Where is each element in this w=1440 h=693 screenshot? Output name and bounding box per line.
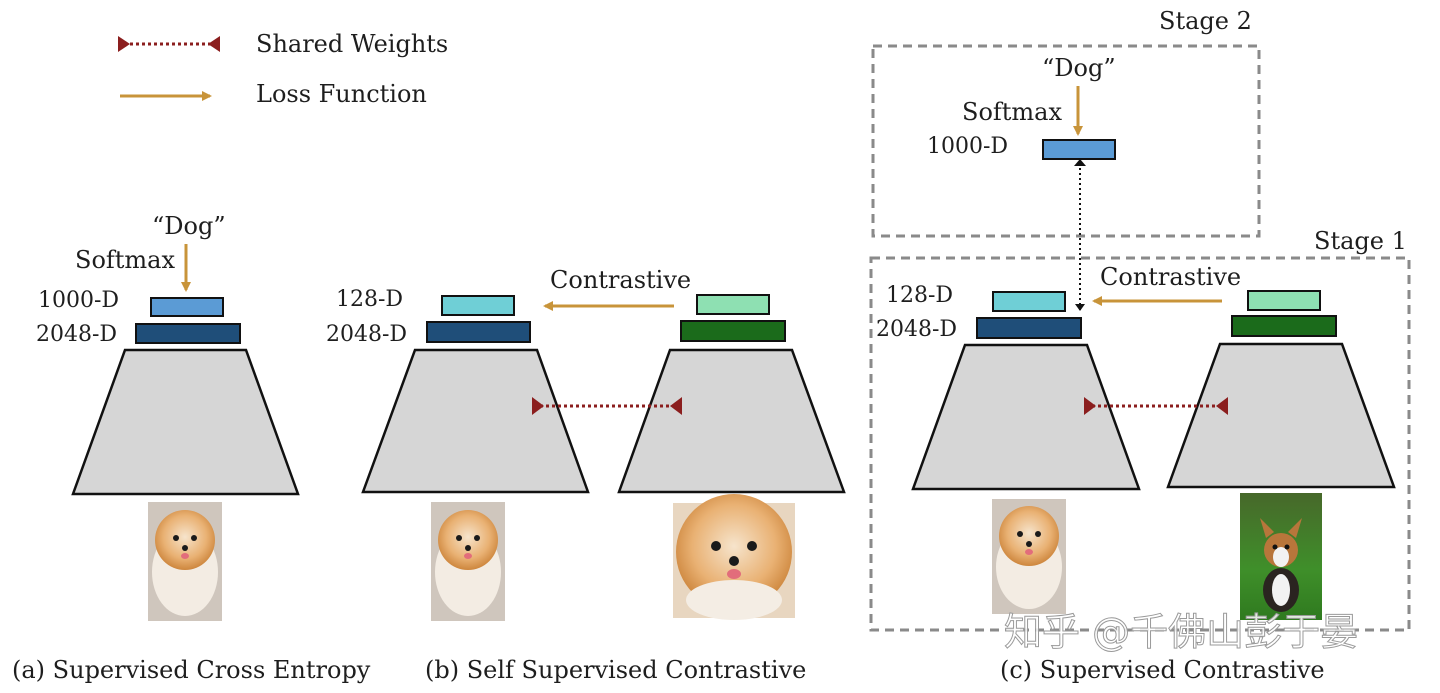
- panel-self-supervised-contrastive: 128-D 2048-D Contrastive: [326, 266, 846, 621]
- encoder-trapezoid-a: [71, 348, 300, 496]
- dog-label-a: “Dog”: [152, 212, 226, 240]
- shared-weights-arrow-c: [1084, 397, 1228, 415]
- stage1-label: Stage 1: [1314, 227, 1407, 255]
- stage2-dashed-box: [871, 44, 1261, 238]
- embedding-128d-c-left: [992, 291, 1066, 312]
- stage-connection-arrowhead-bottom: [1075, 304, 1085, 311]
- panel-supervised-contrastive: Stage 2 “Dog” Softmax 1000-D Stage 1 128…: [869, 7, 1411, 632]
- legend: Shared Weights Loss Function: [118, 30, 448, 108]
- dim-1000-label-c: 1000-D: [927, 134, 1008, 159]
- legend-shared-weights-label: Shared Weights: [256, 30, 448, 58]
- encoder-trapezoid-c-left: [911, 343, 1141, 491]
- dog-label-c: “Dog”: [1042, 54, 1116, 82]
- dog-photo-b-right-crop: [673, 494, 795, 620]
- shared-weights-arrow-b: [532, 397, 682, 415]
- dog-photo-b-left: [431, 502, 505, 621]
- embedding-128d-b-right: [696, 294, 770, 315]
- embedding-2048d-c-right: [1231, 315, 1337, 337]
- dim-128-label-c: 128-D: [886, 283, 953, 308]
- zhihu-watermark: 知乎 @千佛山彭于晏: [1004, 610, 1358, 654]
- stage-connection-arrowhead-top: [1074, 159, 1086, 166]
- caption-b: (b) Self Supervised Contrastive: [425, 656, 806, 684]
- dim-1000-label-a: 1000-D: [38, 288, 119, 313]
- embedding-1000d-c: [1042, 139, 1116, 160]
- legend-loss-function-label: Loss Function: [256, 80, 427, 108]
- encoder-trapezoid-b-left: [361, 348, 590, 494]
- dim-2048-label-a: 2048-D: [36, 322, 117, 347]
- embedding-2048d-b-right: [680, 320, 786, 342]
- embedding-2048d-c-left: [976, 317, 1082, 339]
- embedding-1000d-a: [150, 297, 224, 317]
- embedding-128d-c-right: [1247, 290, 1321, 311]
- panel-supervised-cross-entropy: “Dog” Softmax 1000-D 2048-D: [36, 212, 300, 621]
- stage1-dashed-box: [869, 256, 1411, 632]
- caption-c: (c) Supervised Contrastive: [1000, 656, 1325, 684]
- embedding-2048d-b-left: [426, 321, 531, 343]
- softmax-label-c: Softmax: [962, 98, 1062, 126]
- corgi-photo-c-right: [1240, 493, 1322, 620]
- dog-photo-c-left: [992, 499, 1066, 614]
- contrastive-label-b: Contrastive: [550, 266, 691, 294]
- caption-a: (a) Supervised Cross Entropy: [12, 656, 371, 684]
- embedding-128d-b-left: [441, 295, 515, 316]
- shared-weights-legend-icon: [118, 36, 220, 52]
- softmax-label-a: Softmax: [75, 246, 175, 274]
- embedding-2048d-a: [135, 323, 241, 344]
- stage2-label: Stage 2: [1159, 7, 1252, 35]
- dog-photo-a: [148, 502, 222, 621]
- dim-2048-label-c: 2048-D: [876, 317, 957, 342]
- dim-2048-label-b: 2048-D: [326, 322, 407, 347]
- encoder-trapezoid-c-right: [1166, 342, 1396, 489]
- dim-128-label-b: 128-D: [336, 287, 403, 312]
- encoder-trapezoid-b-right: [617, 348, 846, 494]
- contrastive-label-c: Contrastive: [1100, 263, 1241, 291]
